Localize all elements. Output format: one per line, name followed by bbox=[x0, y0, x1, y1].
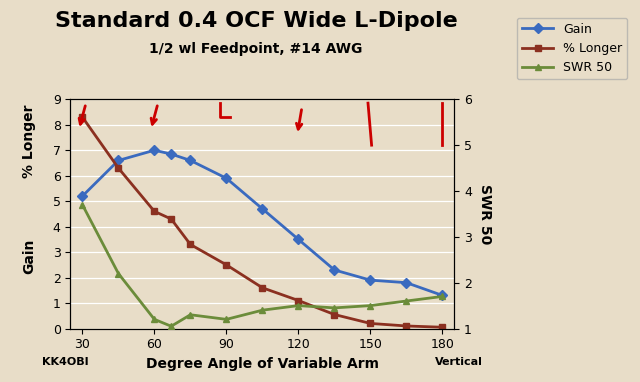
X-axis label: Degree Angle of Variable Arm: Degree Angle of Variable Arm bbox=[146, 357, 379, 371]
Text: Standard 0.4 OCF Wide L-Dipole: Standard 0.4 OCF Wide L-Dipole bbox=[54, 11, 458, 31]
Text: Vertical: Vertical bbox=[435, 357, 483, 367]
Legend: Gain, % Longer, SWR 50: Gain, % Longer, SWR 50 bbox=[517, 18, 627, 79]
Text: Gain: Gain bbox=[22, 238, 36, 274]
Text: 1/2 wl Feedpoint, #14 AWG: 1/2 wl Feedpoint, #14 AWG bbox=[149, 42, 363, 57]
Text: KK4OBI: KK4OBI bbox=[42, 357, 88, 367]
Text: % Longer: % Longer bbox=[22, 105, 36, 178]
Y-axis label: SWR 50: SWR 50 bbox=[477, 184, 492, 244]
